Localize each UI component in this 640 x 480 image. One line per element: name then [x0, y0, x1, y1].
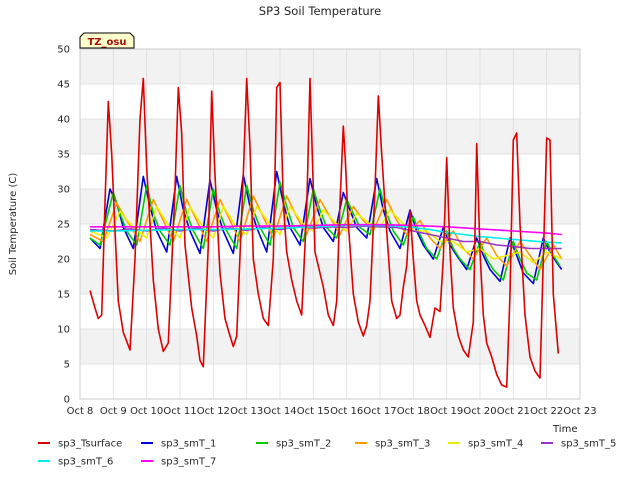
legend-label-sp3_smT_7: sp3_smT_7 [161, 457, 216, 468]
plot-frame [79, 48, 581, 400]
series-line-sp3_smT_4 [89, 205, 563, 264]
site-badge-label: TZ_osu [87, 37, 126, 48]
legend-label-sp3_smT_2: sp3_smT_2 [276, 439, 331, 450]
x-tick-label: Oct 16 [330, 406, 363, 417]
plot-band [80, 49, 580, 84]
legend-label-sp3_smT_1: sp3_smT_1 [161, 439, 216, 450]
y-tick-label: 0 [64, 395, 70, 406]
y-tick-label: 45 [57, 80, 70, 91]
series-line-sp3_smT_1 [89, 170, 563, 285]
x-tick-label: Oct 10 [130, 406, 163, 417]
x-tick-label: Oct 17 [363, 406, 396, 417]
chart-title: SP3 Soil Temperature [259, 4, 381, 18]
plot-band [80, 329, 580, 364]
y-tick-label: 15 [57, 290, 70, 301]
y-tick-label: 10 [57, 325, 70, 336]
series-layer [89, 77, 563, 388]
y-tick-label: 20 [57, 255, 70, 266]
plot-bands [80, 49, 580, 399]
y-axis: 0 5 10 15 20 25 30 35 40 45 50 [57, 45, 70, 406]
x-tick-label: Oct 18 [397, 406, 430, 417]
x-tick-label: Oct 12 [197, 406, 230, 417]
legend-label-sp3_smT_4: sp3_smT_4 [468, 439, 523, 450]
x-axis: Oct 8 Oct 9 Oct 10 Oct 11 Oct 12 Oct 13 Oct 14… [67, 406, 597, 417]
x-tick-label: Oct 20 [463, 406, 496, 417]
x-tick-label: Oct 23 [563, 406, 596, 417]
y-tick-label: 5 [64, 360, 70, 371]
site-badge: TZ_osu [79, 32, 135, 49]
plot-band [80, 154, 580, 189]
y-tick-label: 40 [57, 115, 70, 126]
legend-label-sp3_smT_3: sp3_smT_3 [375, 439, 430, 450]
legend-label-sp3_smT_5: sp3_smT_5 [561, 439, 616, 450]
y-tick-label: 25 [57, 220, 70, 231]
x-tick-label: Oct 13 [230, 406, 263, 417]
site-badge-box [79, 32, 135, 49]
x-tick-label: Oct 11 [163, 406, 196, 417]
plot-band [80, 119, 580, 154]
x-tick-label: Oct 22 [530, 406, 563, 417]
plot-band [80, 364, 580, 399]
x-tick-label: Oct 14 [263, 406, 296, 417]
x-tick-label: Oct 9 [100, 406, 127, 417]
y-axis-label: Soil Temperature (C) [8, 173, 19, 276]
legend: sp3_Tsurface sp3_smT_1 sp3_smT_2 sp3_smT_3 s… [38, 439, 616, 468]
legend-label-sp3_smT_6: sp3_smT_6 [58, 457, 113, 468]
plot-band [80, 294, 580, 329]
x-tick-label: Oct 15 [297, 406, 330, 417]
series-line-sp3_Tsurface [89, 77, 560, 388]
y-tick-label: 30 [57, 185, 70, 196]
series-line-sp3_smT_6 [90, 224, 562, 244]
x-tick-label: Oct 19 [430, 406, 463, 417]
x-tick-label: Oct 8 [67, 406, 94, 417]
x-axis-label: Time [552, 424, 577, 435]
series-line-sp3_smT_7 [90, 223, 562, 236]
legend-label-sp3_Tsurface: sp3_Tsurface [58, 439, 122, 450]
y-tick-label: 50 [57, 45, 70, 56]
plot-band [80, 84, 580, 119]
y-tick-label: 35 [57, 150, 70, 161]
x-tick-label: Oct 21 [497, 406, 530, 417]
